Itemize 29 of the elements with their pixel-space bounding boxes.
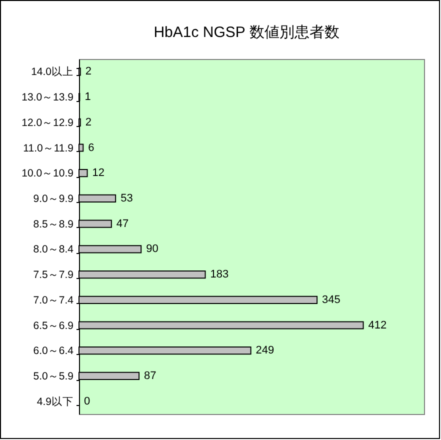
y-tick-label: 10.0～10.9 <box>22 168 74 180</box>
data-label: 53 <box>120 192 133 204</box>
data-label: 345 <box>322 294 340 306</box>
data-label: 90 <box>146 243 158 256</box>
y-tick-label: 7.5～7.9 <box>33 269 74 282</box>
data-label: 47 <box>116 218 129 230</box>
data-label: 412 <box>368 319 387 332</box>
y-tick-label: 7.0～7.4 <box>33 294 74 306</box>
y-tick-label: 12.0～12.9 <box>22 116 74 129</box>
y-tick-label: 4.9以下 <box>36 394 74 408</box>
data-label: 6 <box>88 142 94 154</box>
data-label: 2 <box>85 66 92 78</box>
chart-title: HbA1c NGSP 数値別患者数 <box>154 24 340 41</box>
y-tick-label: 6.0～6.4 <box>33 345 74 358</box>
y-tick-label: 8.5～8.9 <box>33 218 74 230</box>
y-tick-label: 13.0～13.9 <box>22 92 74 104</box>
y-tick-label: 6.5～6.9 <box>33 320 74 332</box>
y-tick-label: 11.0～11.9 <box>23 142 74 154</box>
data-label: 183 <box>210 268 229 281</box>
data-label: 1 <box>84 91 91 104</box>
y-tick-label: 9.0～9.9 <box>33 192 74 205</box>
data-label: 0 <box>84 395 90 408</box>
data-label: 87 <box>144 370 156 382</box>
data-label: 249 <box>256 344 274 357</box>
data-label: 12 <box>92 167 105 180</box>
y-tick-label: 8.0～8.4 <box>33 244 74 256</box>
data-label: 2 <box>85 116 92 128</box>
y-tick-label: 14.0以上 <box>31 65 74 78</box>
y-tick-label: 5.0～5.9 <box>33 370 74 382</box>
